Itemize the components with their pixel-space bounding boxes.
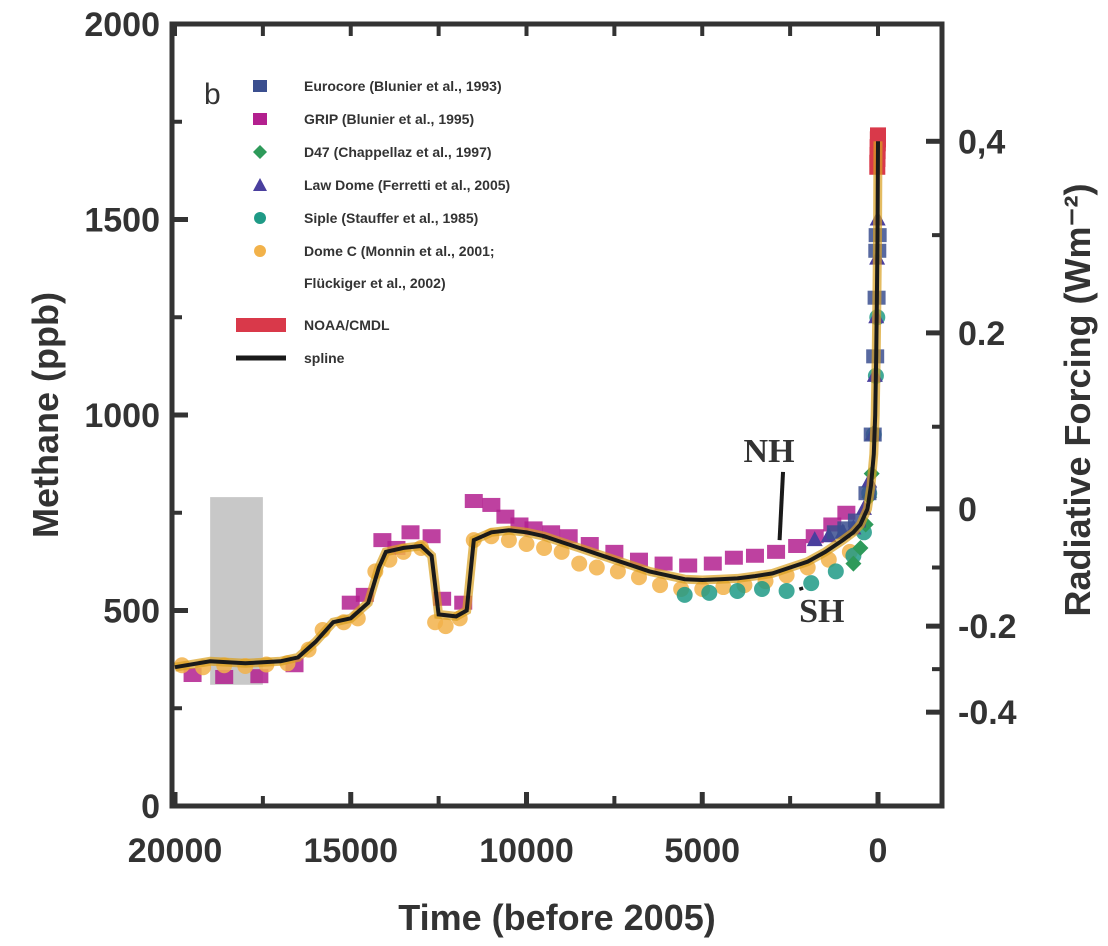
data-point <box>845 555 862 572</box>
legend-label: Siple (Stauffer et al., 1985) <box>304 210 478 226</box>
legend-item: GRIP (Blunier et al., 1995) <box>253 111 474 127</box>
y-tick-label: 2000 <box>84 6 160 44</box>
data-point <box>464 494 483 509</box>
y-axis-title: Methane (ppb) <box>25 292 66 538</box>
legend-marker <box>253 145 267 159</box>
y2-tick-label: 0.2 <box>958 315 1005 353</box>
data-point <box>703 556 722 571</box>
y2-tick-label: -0.4 <box>958 694 1017 732</box>
annotation-leader <box>798 586 804 591</box>
y-tick-label: 1500 <box>84 202 160 240</box>
x-tick-label: 5000 <box>664 832 740 870</box>
data-point <box>745 548 764 563</box>
legend-label: Flückiger et al., 2002) <box>304 275 446 291</box>
ticks: 20000 15000 10000 5000 0 0 500 1000 1500 2000 0,4 0… <box>84 6 1016 870</box>
data-point <box>676 586 693 603</box>
legend-marker <box>254 212 266 224</box>
annotation-text: NH <box>744 433 795 470</box>
x-tick-label: 0 <box>869 832 888 870</box>
data-point <box>536 539 553 556</box>
y-tick-label: 500 <box>103 593 160 631</box>
data-point <box>767 544 786 559</box>
legend-marker <box>253 178 267 191</box>
legend-item: Law Dome (Ferretti et al., 2005) <box>253 177 510 193</box>
data-point <box>654 556 673 571</box>
y-tick-label: 1000 <box>84 397 160 435</box>
y-tick-label: 0 <box>141 788 160 826</box>
data-point <box>482 497 501 512</box>
data-point <box>250 669 269 684</box>
legend-label: spline <box>304 350 345 366</box>
data-point <box>679 558 698 573</box>
legend-label: D47 (Chappellaz et al., 1997) <box>304 144 492 160</box>
legend-marker <box>253 80 267 92</box>
series-7 <box>174 141 883 672</box>
legend-label: NOAA/CMDL <box>304 317 390 333</box>
panel-label: b <box>204 78 221 111</box>
data-point <box>803 575 820 592</box>
data-point <box>754 580 771 597</box>
spline-line <box>174 141 880 670</box>
y2-tick-label: 0 <box>958 491 977 529</box>
legend-item: D47 (Chappellaz et al., 1997) <box>253 144 492 160</box>
data-point <box>852 539 869 556</box>
legend-item: Siple (Stauffer et al., 1985) <box>254 210 478 226</box>
y2-tick-label: 0,4 <box>958 123 1005 161</box>
legend-item: Dome C (Monnin et al., 2001; <box>254 243 495 259</box>
legend-label: Dome C (Monnin et al., 2001; <box>304 243 495 259</box>
legend-marker <box>236 318 286 332</box>
x-axis-title: Time (before 2005) <box>398 897 715 938</box>
annotation-sh: SH <box>798 586 844 630</box>
data-point <box>827 563 844 580</box>
annotation-nh: NH <box>744 433 795 541</box>
legend-marker <box>254 245 266 257</box>
x-tick-label: 20000 <box>128 832 223 870</box>
data-point <box>609 563 626 580</box>
data-point <box>373 533 392 548</box>
legend-item: NOAA/CMDL <box>236 317 390 333</box>
spline-halo <box>174 141 883 672</box>
legend-item: Eurocore (Blunier et al., 1993) <box>253 78 502 94</box>
data-point <box>701 584 718 601</box>
data-point <box>500 532 517 549</box>
data-point <box>518 536 535 553</box>
data-point <box>341 595 360 610</box>
data-point <box>788 538 807 553</box>
y2-axis-title: Radiative Forcing (Wm⁻²) <box>1057 183 1098 616</box>
data-point <box>215 669 234 684</box>
legend-label: GRIP (Blunier et al., 1995) <box>304 111 474 127</box>
legend: Eurocore (Blunier et al., 1993) GRIP (Blu… <box>236 78 510 366</box>
data-point <box>496 509 515 524</box>
legend-item: Flückiger et al., 2002) <box>304 275 446 291</box>
data-point <box>729 582 746 599</box>
plot-area <box>174 127 887 685</box>
data-point <box>571 555 588 572</box>
legend-marker <box>253 113 267 125</box>
x-tick-label: 15000 <box>303 832 398 870</box>
data-point <box>401 525 420 540</box>
annotations: NH SH <box>744 433 845 630</box>
data-point <box>437 618 454 635</box>
data-point <box>652 577 669 594</box>
legend-label: Law Dome (Ferretti et al., 2005) <box>304 177 510 193</box>
axes-frame <box>169 21 945 809</box>
data-point <box>588 559 605 576</box>
y2-tick-label: -0.2 <box>958 608 1017 646</box>
annotation-text: SH <box>799 593 844 630</box>
legend-label: Eurocore (Blunier et al., 1993) <box>304 78 502 94</box>
x-tick-label: 10000 <box>479 832 574 870</box>
data-point <box>724 550 743 565</box>
data-point <box>806 531 823 547</box>
data-point <box>778 582 795 599</box>
data-point <box>422 529 441 544</box>
shaded-region <box>210 497 263 685</box>
legend-item: spline <box>236 350 345 366</box>
annotation-leader <box>777 471 786 541</box>
